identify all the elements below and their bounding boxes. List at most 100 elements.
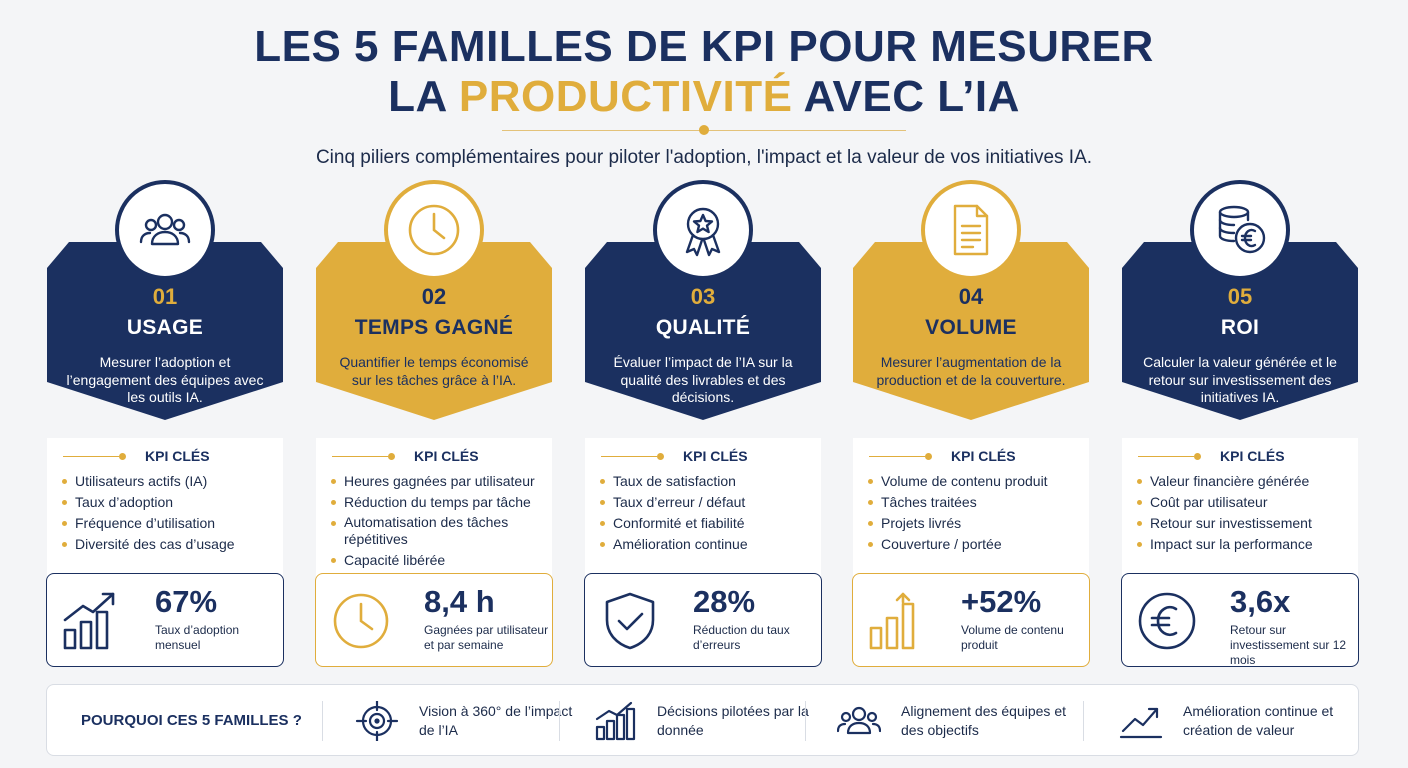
- page-title: LES 5 FAMILLES DE KPI POUR MESURER LA PR…: [0, 22, 1408, 122]
- title-suffix: AVEC L’IA: [792, 72, 1020, 121]
- why-panel: POURQUOI CES 5 FAMILLES ? Vision à 360° …: [46, 684, 1359, 756]
- stat-card: +52% Volume de contenu produit: [852, 573, 1090, 667]
- kpi-item: Impact sur la performance: [1136, 534, 1352, 555]
- kpi-item: Taux d’erreur / défaut: [599, 492, 815, 513]
- trend-icon: [1119, 701, 1163, 741]
- family-description: Mesurer l’adoption et l’engagement des é…: [66, 354, 264, 405]
- kpi-list: Utilisateurs actifs (IA) Taux d’adoption…: [61, 471, 277, 555]
- stat-caption: Taux d’adoption mensuel: [155, 623, 240, 652]
- kpi-divider: [601, 456, 657, 457]
- family-title: USAGE: [126, 316, 204, 339]
- family-number: 05: [1227, 284, 1253, 309]
- family-card-temps-gagne: 02 TEMPS GAGNÉ Quantifier le temps écono…: [315, 180, 553, 670]
- kpi-label: KPI CLÉS: [683, 448, 748, 464]
- kpi-item: Capacité libérée: [330, 550, 546, 571]
- family-title: VOLUME: [925, 316, 1017, 339]
- card-hexagon: [585, 242, 821, 420]
- kpi-item: Réduction du temps par tâche: [330, 492, 546, 513]
- kpi-divider: [63, 456, 119, 457]
- kpi-label: KPI CLÉS: [414, 448, 479, 464]
- kpi-item: Coût par utilisateur: [1136, 492, 1352, 513]
- stat-card: 67% Taux d’adoption mensuel: [46, 573, 284, 667]
- kpi-header: KPI CLÉS: [597, 448, 809, 466]
- card-hexagon: [853, 242, 1089, 420]
- page-subtitle: Cinq piliers complémentaires pour pilote…: [315, 147, 1093, 168]
- team-icon: [836, 701, 882, 741]
- growth-chart-icon: [61, 590, 123, 652]
- kpi-header: KPI CLÉS: [865, 448, 1077, 466]
- chart-icon: [593, 701, 637, 741]
- family-number: 01: [152, 284, 178, 309]
- card-body: [585, 438, 821, 580]
- kpi-divider-dot: [119, 453, 126, 460]
- coins-euro-icon: [1190, 180, 1290, 280]
- family-title: ROI: [1220, 316, 1260, 339]
- clock-icon: [330, 590, 392, 652]
- family-description: Mesurer l’augmentation de la production …: [876, 354, 1066, 388]
- kpi-item: Valeur financière générée: [1136, 471, 1352, 492]
- card-hexagon: [47, 242, 283, 420]
- card-hexagon: [316, 242, 552, 420]
- stat-value: 28%: [693, 584, 756, 619]
- stat-caption: Retour sur investissement sur 12 mois: [1230, 623, 1347, 667]
- kpi-label: KPI CLÉS: [1220, 448, 1285, 464]
- family-title: TEMPS GAGNÉ: [354, 316, 514, 339]
- family-description: Évaluer l’impact de l’IA sur la qualité …: [613, 354, 793, 405]
- footer-divider: [559, 701, 560, 741]
- card-hexagon: [1122, 242, 1358, 420]
- kpi-header: KPI CLÉS: [328, 448, 540, 466]
- card-body: [316, 438, 552, 580]
- kpi-item: Automatisation des tâches répétitives: [330, 513, 546, 550]
- stat-value: +52%: [961, 584, 1042, 619]
- kpi-item: Tâches traitées: [867, 492, 1083, 513]
- stat-caption: Volume de contenu produit: [961, 623, 1064, 652]
- kpi-divider: [332, 456, 388, 457]
- stat-value: 8,4 h: [424, 584, 495, 619]
- kpi-list: Volume de contenu produit Tâches traitée…: [867, 471, 1083, 555]
- kpi-item: Heures gagnées par utilisateur: [330, 471, 546, 492]
- family-card-usage: 01 USAGE Mesurer l’adoption et l’engagem…: [46, 180, 284, 670]
- family-number: 04: [958, 284, 984, 309]
- why-item-text: Vision à 360° de l’impact de l’IA: [419, 703, 573, 738]
- kpi-label: KPI CLÉS: [951, 448, 1016, 464]
- kpi-item: Retour sur investissement: [1136, 513, 1352, 534]
- family-number: 03: [690, 284, 716, 309]
- stat-card: 28% Réduction du taux d’erreurs: [584, 573, 822, 667]
- family-card-qualite: 03 QUALITÉ Évaluer l’impact de l’IA sur …: [584, 180, 822, 670]
- why-item-text: Amélioration continue et création de val…: [1183, 703, 1334, 738]
- stat-value: 3,6x: [1230, 584, 1291, 619]
- stat-card: 8,4 h Gagnées par utilisateur et par sem…: [315, 573, 553, 667]
- document-icon: [921, 180, 1021, 280]
- family-description: Calculer la valeur générée et le retour …: [1143, 354, 1337, 405]
- family-description: Quantifier le temps économisé sur les tâ…: [339, 354, 529, 388]
- stat-caption: Gagnées par utilisateur et par semaine: [424, 623, 549, 652]
- kpi-divider: [869, 456, 925, 457]
- title-line-1: LES 5 FAMILLES DE KPI POUR MESURER: [254, 22, 1154, 71]
- kpi-list: Heures gagnées par utilisateur Réduction…: [330, 471, 546, 571]
- title-prefix: LA: [388, 72, 459, 121]
- kpi-item: Taux de satisfaction: [599, 471, 815, 492]
- kpi-header: KPI CLÉS: [59, 448, 271, 466]
- footer-divider: [322, 701, 323, 741]
- kpi-label: KPI CLÉS: [145, 448, 210, 464]
- clock-icon: [384, 180, 484, 280]
- title-divider-dot: [699, 125, 709, 135]
- footer-divider: [805, 701, 806, 741]
- family-card-volume: 04 VOLUME Mesurer l’augmentation de la p…: [852, 180, 1090, 670]
- euro-icon: [1136, 590, 1198, 652]
- kpi-list: Valeur financière générée Coût par utili…: [1136, 471, 1352, 555]
- kpi-item: Diversité des cas d’usage: [61, 534, 277, 555]
- kpi-divider-dot: [657, 453, 664, 460]
- kpi-item: Utilisateurs actifs (IA): [61, 471, 277, 492]
- why-item-text: Décisions pilotées par la donnée: [657, 703, 809, 738]
- kpi-header: KPI CLÉS: [1134, 448, 1346, 466]
- kpi-divider-dot: [388, 453, 395, 460]
- award-icon: [653, 180, 753, 280]
- kpi-divider-dot: [925, 453, 932, 460]
- stat-caption: Réduction du taux d’erreurs: [693, 623, 790, 652]
- footer-divider: [1083, 701, 1084, 741]
- stat-card: 3,6x Retour sur investissement sur 12 mo…: [1121, 573, 1359, 667]
- shield-check-icon: [599, 590, 661, 652]
- title-line-2: LA PRODUCTIVITÉ AVEC L’IA: [0, 72, 1408, 122]
- family-number: 02: [421, 284, 447, 309]
